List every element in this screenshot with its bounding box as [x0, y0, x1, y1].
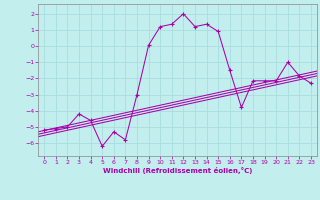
X-axis label: Windchill (Refroidissement éolien,°C): Windchill (Refroidissement éolien,°C)	[103, 167, 252, 174]
